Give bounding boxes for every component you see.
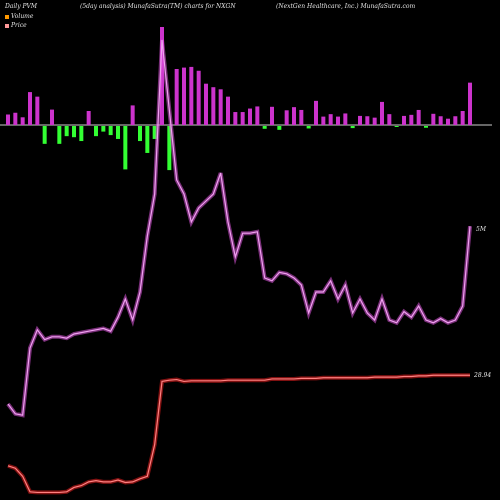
volume-bar: [20, 117, 25, 125]
volume-bar: [218, 89, 223, 125]
volume-bar: [50, 109, 54, 125]
volume-bar: [255, 106, 260, 125]
chart-title-right: (NextGen Healthcare, Inc.) MunafaSutra.c…: [276, 3, 416, 10]
volume-bar: [189, 66, 194, 125]
legend-price: Price: [5, 22, 27, 29]
volume-bar: [453, 116, 458, 125]
volume-value-label: 5M: [476, 226, 487, 233]
volume-bar: [101, 126, 106, 132]
volume-bar: [116, 126, 120, 139]
price-line-glow: [7, 373, 470, 495]
volume-bar: [424, 126, 428, 128]
volume-bar: [152, 126, 157, 139]
chart-title-center: (5day analysis) MunafaSutra(TM) charts f…: [80, 3, 236, 10]
volume-bar: [28, 92, 32, 125]
volume-bar: [446, 118, 450, 125]
volume-bar: [167, 126, 172, 171]
volume-bar: [299, 109, 304, 125]
volume-bar: [174, 69, 179, 125]
volume-bar: [57, 126, 62, 144]
volume-bar: [460, 111, 465, 125]
volume-bar: [6, 114, 10, 125]
legend-price-label: Price: [11, 22, 27, 29]
volume-bar: [394, 126, 399, 127]
volume-bar: [372, 117, 377, 125]
volume-bar: [343, 113, 348, 125]
volume-bar: [233, 112, 238, 125]
volume-bar: [328, 114, 333, 125]
volume-bar: [402, 115, 406, 125]
volume-line: [7, 39, 471, 416]
volume-bar: [358, 115, 362, 125]
volume-bar: [438, 116, 443, 125]
volume-bar: [314, 100, 318, 125]
volume-bar: [306, 126, 311, 129]
legend-volume-swatch: [5, 14, 9, 19]
volume-bar: [13, 112, 18, 125]
volume-bar: [226, 96, 230, 125]
volume-bar: [79, 126, 84, 142]
volume-bar: [196, 70, 201, 125]
volume-bar: [35, 96, 40, 125]
volume-bar: [130, 105, 135, 125]
volume-bar: [204, 83, 208, 125]
volume-bar: [321, 116, 326, 125]
volume-bar: [365, 116, 370, 125]
volume-bar: [380, 101, 384, 125]
volume-bar: [72, 126, 76, 138]
volume-bar: [42, 126, 47, 144]
volume-bar: [86, 111, 91, 125]
volume-bar: [182, 67, 186, 125]
volume-bar: [416, 109, 421, 125]
price-value-label: 28.94: [473, 372, 491, 379]
volume-bar: [270, 106, 274, 125]
volume-bar: [248, 108, 252, 125]
volume-line-glow: [6, 39, 472, 418]
legend-volume: Volume: [5, 13, 33, 20]
legend-price-swatch: [5, 23, 9, 28]
volume-bar: [468, 82, 472, 125]
volume-bar: [292, 107, 296, 125]
volume-bar: [387, 114, 392, 125]
price-line: [7, 374, 470, 494]
volume-bar: [240, 112, 245, 125]
volume-bar: [211, 87, 216, 125]
chart-title-left: Daily PVM: [5, 3, 38, 10]
volume-bar: [350, 126, 355, 129]
volume-bar: [138, 126, 142, 142]
volume-bar: [94, 126, 98, 137]
volume-bar: [262, 126, 267, 129]
volume-bar: [277, 126, 282, 130]
legend-volume-label: Volume: [11, 13, 34, 20]
volume-bar: [431, 113, 436, 125]
volume-bar: [108, 126, 113, 136]
volume-bar: [64, 126, 69, 137]
volume-bar: [145, 126, 150, 153]
volume-bar: [284, 110, 289, 125]
volume-bar: [409, 114, 414, 125]
volume-bar: [336, 116, 340, 125]
volume-bar: [123, 126, 128, 170]
